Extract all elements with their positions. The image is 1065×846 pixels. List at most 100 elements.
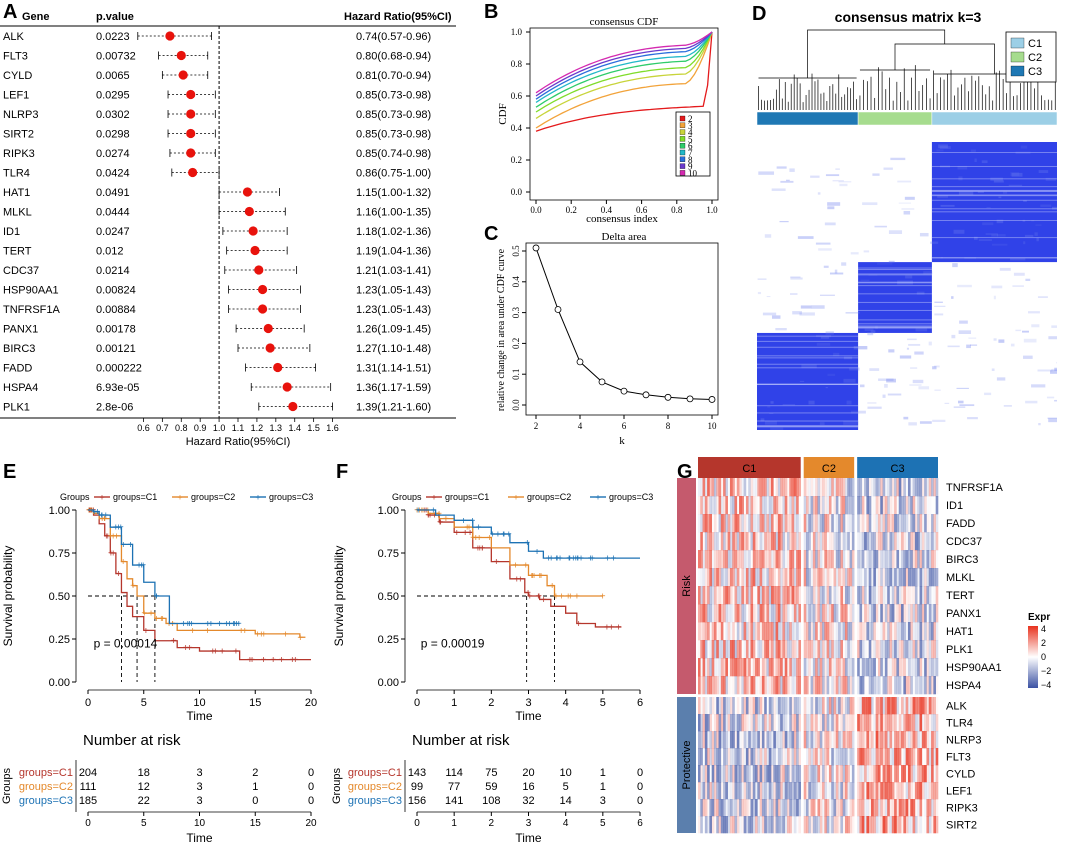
heatmap-cell <box>917 604 920 623</box>
heatmap-cell <box>812 568 816 587</box>
heatmap-cell <box>840 640 843 659</box>
heatmap-cell <box>871 568 874 587</box>
heatmap-cell <box>822 765 825 783</box>
heatmap-cell <box>776 748 779 765</box>
km-censor-mark: + <box>136 561 142 572</box>
heatmap-cell <box>831 622 834 641</box>
heatmap-cell <box>748 514 751 533</box>
forest-point <box>273 362 283 373</box>
heatmap-cell <box>734 658 738 677</box>
heatmap-cell <box>750 586 754 605</box>
heatmap-cell <box>759 550 763 569</box>
heatmap-cell <box>787 550 790 569</box>
heatmap-cell <box>912 748 916 766</box>
matrix-speckle <box>951 296 954 299</box>
matrix-speckle <box>982 222 994 226</box>
heatmap-cell <box>791 532 795 551</box>
heatmap-cell <box>931 731 934 749</box>
heatmap-cell <box>793 532 797 551</box>
heatmap-cell <box>907 640 911 659</box>
heatmap-cell <box>875 676 879 695</box>
km-risk-xtick-label: 4 <box>563 818 569 829</box>
heatmap-cell <box>793 731 797 749</box>
heatmap-cell <box>933 765 936 783</box>
heatmap-cell <box>866 714 870 732</box>
heatmap-cell <box>787 731 790 749</box>
heatmap-gene-birc3: BIRC3 <box>946 554 978 566</box>
heatmap-cell <box>707 568 710 587</box>
heatmap-cell <box>716 748 719 766</box>
heatmap-cell <box>826 496 830 515</box>
heatmap-cell <box>910 676 913 695</box>
forest-hr-text: 0.85(0.74-0.98) <box>356 148 431 160</box>
heatmap-cell <box>851 658 855 677</box>
matrix-streak <box>858 282 932 284</box>
heatmap-cell <box>928 532 932 551</box>
heatmap-cell <box>805 604 809 623</box>
heatmap-cluster-label: C1 <box>742 463 756 475</box>
heatmap-cell <box>766 658 770 677</box>
km-risk-count: 185 <box>79 795 97 807</box>
heatmap-cell <box>880 782 883 800</box>
heatmap-cell <box>782 622 786 641</box>
heatmap-cell <box>723 496 726 515</box>
heatmap-cell <box>844 586 848 605</box>
km-pvalue: p = 0.00019 <box>421 637 485 651</box>
heatmap-cell <box>824 586 827 605</box>
km-xtick-label: 20 <box>305 697 317 709</box>
heatmap-cell <box>847 748 850 766</box>
heatmap-cell <box>755 782 758 800</box>
heatmap-cell <box>759 676 763 695</box>
heatmap-cell <box>761 782 765 800</box>
heatmap-cell <box>707 496 710 515</box>
forest-gene-cdc37: CDC37 <box>3 265 39 277</box>
km-censor-mark: + <box>187 619 193 630</box>
heatmap-cell <box>933 676 936 695</box>
km-xtick-label: 3 <box>525 697 531 709</box>
matrix-speckle <box>928 341 932 346</box>
heatmap-cell <box>766 640 770 659</box>
km-risk-count: 22 <box>138 795 150 807</box>
matrix-speckle <box>909 384 922 386</box>
heatmap-cell <box>912 604 916 623</box>
km-censor-mark: + <box>140 561 146 572</box>
heatmap-cell <box>880 714 883 732</box>
matrix-speckle <box>996 219 1004 224</box>
heatmap-cell <box>919 799 923 817</box>
heatmap-cell <box>847 478 850 497</box>
km-censor-mark: + <box>425 511 431 522</box>
heatmap-cell <box>698 748 701 766</box>
heatmap-cell <box>914 550 918 569</box>
matrix-speckle <box>1040 204 1052 207</box>
heatmap-cell <box>761 550 765 569</box>
heatmap-cell <box>700 478 703 497</box>
heatmap-cell <box>766 676 770 695</box>
heatmap-cell <box>718 514 722 533</box>
forest-rows: ALK 0.0223 0.74(0.57-0.96)FLT3 0.00732 0.80(… <box>3 31 431 414</box>
heatmap-cell <box>750 765 754 783</box>
heatmap-cell <box>891 714 895 732</box>
heatmap-cell <box>727 782 731 800</box>
heatmap-cell <box>917 496 920 515</box>
heatmap-cell <box>775 676 779 695</box>
heatmap-cell <box>727 676 731 695</box>
heatmap-cell <box>766 799 770 817</box>
heatmap-cell <box>805 697 809 715</box>
heatmap-cell <box>764 586 767 605</box>
heatmap-cell <box>735 697 738 714</box>
heatmap-cell <box>844 782 848 800</box>
heatmap-cell <box>707 658 710 677</box>
heatmap-cell <box>922 748 925 765</box>
heatmap-cell <box>729 748 733 766</box>
heatmap-cell <box>857 532 860 551</box>
forest-hr-text: 1.16(1.00-1.35) <box>356 207 431 219</box>
matrix-streak <box>931 257 1057 259</box>
heatmap-cell <box>873 568 876 587</box>
heatmap-cell <box>775 514 779 533</box>
heatmap-cell <box>896 816 900 834</box>
heatmap-cell <box>704 676 708 695</box>
matrix-cluster-segment <box>931 111 1058 126</box>
heatmap-cell <box>828 640 832 659</box>
heatmap-cell <box>871 782 874 800</box>
panel-label-c: C <box>484 223 498 245</box>
